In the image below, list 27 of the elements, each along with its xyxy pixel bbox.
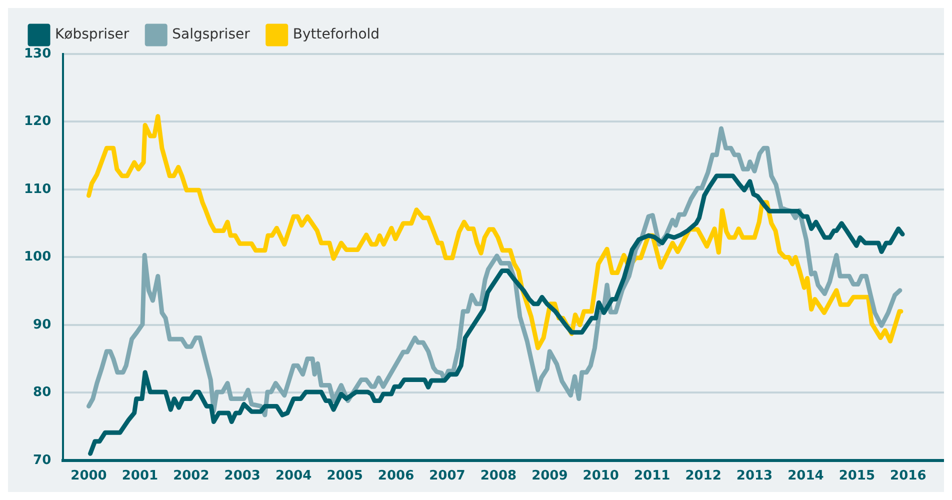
y-tick-label: 80 [33, 385, 52, 400]
x-tick-label: 2012 [685, 468, 722, 484]
y-tick-label: 70 [33, 452, 52, 468]
x-tick-label: 2007 [429, 468, 466, 484]
y-tick-label: 130 [24, 46, 52, 62]
x-tick-label: 2014 [788, 468, 824, 484]
legend-label: Salgspriser [172, 26, 250, 43]
x-tick-label: 2011 [634, 468, 670, 484]
y-tick-label: 90 [33, 317, 52, 332]
x-tick-label: 2004 [276, 468, 312, 484]
x-tick-label: 2010 [582, 468, 619, 484]
y-tick-label: 110 [24, 182, 52, 197]
legend-label: Købspriser [55, 26, 130, 43]
x-tick-label: 2006 [378, 468, 414, 484]
x-tick-label: 2016 [890, 468, 926, 484]
x-tick-label: 2001 [122, 468, 158, 484]
y-tick-label: 120 [24, 114, 52, 130]
x-tick-label: 2008 [480, 468, 517, 484]
x-tick-label: 2009 [532, 468, 568, 484]
x-tick-label: 2003 [224, 468, 260, 484]
x-tick-label: 2013 [736, 468, 773, 484]
y-tick-label: 100 [24, 250, 52, 265]
x-tick-label: 2015 [838, 468, 876, 484]
x-tick-label: 2005 [326, 468, 363, 484]
legend-label: Bytteforhold [292, 26, 380, 43]
x-tick-label: 2000 [70, 468, 107, 484]
x-tick-label: 2002 [173, 468, 210, 484]
